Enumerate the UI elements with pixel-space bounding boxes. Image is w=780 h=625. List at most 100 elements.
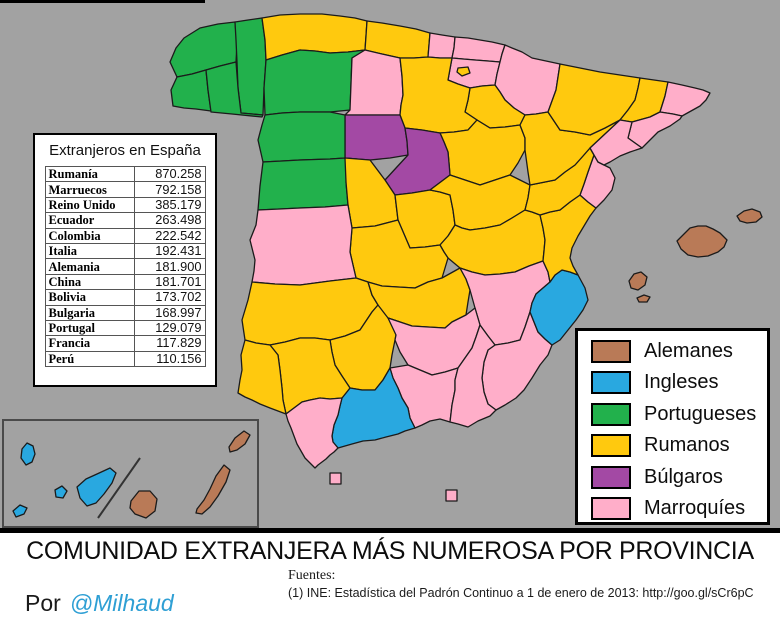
- foreigners-table-title: Extranjeros en España: [49, 142, 201, 159]
- table-row: Marruecos 792.158: [44, 181, 206, 198]
- value-cell: 222.542: [133, 227, 206, 244]
- table-row: Portugal 129.079: [44, 319, 206, 337]
- table-row: Bolivia 173.702: [44, 289, 206, 306]
- value-cell: 385.179: [133, 196, 206, 214]
- region-trevino: [456, 66, 471, 77]
- sources-block: Fuentes: (1) INE: Estadística del Padrón…: [288, 568, 754, 600]
- region-valladolid: [344, 114, 409, 161]
- region-caceres: [249, 204, 357, 286]
- table-row: Italia 192.431: [44, 242, 206, 260]
- region-ibiza: [628, 271, 648, 291]
- value-cell: 792.158: [133, 181, 206, 198]
- table-row: Perú 110.156: [44, 350, 206, 368]
- legend-swatch-marroquies: [591, 497, 631, 520]
- country-cell: Reino Unido: [44, 196, 135, 214]
- legend-swatch-ingleses: [591, 371, 631, 394]
- region-cadiz: [285, 397, 343, 469]
- credit-line: Por @Milhaud: [25, 590, 174, 617]
- region-fuerteventura: [195, 464, 231, 515]
- region-ourense: [205, 61, 264, 118]
- foreigners-table-box: Extranjeros en España Rumanía 870.258 Marr…: [33, 133, 217, 387]
- country-cell: Alemania: [44, 258, 135, 275]
- legend-item-portugueses: Portugueses: [591, 402, 767, 426]
- region-avila: [344, 157, 399, 229]
- legend-swatch-portugueses: [591, 402, 631, 426]
- region-mallorca: [676, 225, 728, 258]
- country-cell: China: [44, 273, 135, 291]
- country-cell: Portugal: [44, 319, 135, 337]
- region-ceuta: [329, 472, 342, 485]
- region-vizcaya: [427, 32, 456, 59]
- legend-item-ingleses: Ingleses: [591, 371, 767, 394]
- value-cell: 192.431: [133, 242, 206, 260]
- country-cell: Marruecos: [44, 181, 135, 198]
- legend-label: Rumanos: [644, 434, 730, 456]
- country-cell: Ecuador: [44, 212, 135, 229]
- table-row: Reino Unido 385.179: [44, 196, 206, 214]
- country-cell: Rumanía: [44, 165, 135, 183]
- region-huelva: [237, 339, 287, 415]
- country-cell: Perú: [44, 350, 135, 368]
- region-menorca: [736, 208, 763, 224]
- spain-map-svg: [2, 13, 763, 528]
- region-gran-canaria: [129, 490, 158, 519]
- region-lugo: [234, 17, 267, 116]
- table-row: Francia 117.829: [44, 335, 206, 352]
- credit-prefix: Por: [25, 590, 61, 616]
- table-row: Rumanía 870.258: [44, 165, 206, 183]
- region-el-hierro: [12, 504, 28, 518]
- region-zamora: [257, 111, 346, 163]
- region-la-gomera: [54, 485, 68, 499]
- value-cell: 181.900: [133, 258, 206, 275]
- region-almeria: [449, 324, 497, 428]
- legend-label: Ingleses: [644, 371, 719, 393]
- legend-label: Portugueses: [644, 402, 757, 425]
- country-cell: Francia: [44, 335, 135, 352]
- legend-item-alemanes: Alemanes: [591, 339, 767, 363]
- region-burgos: [399, 56, 478, 134]
- map-bottom-rule: [0, 528, 780, 533]
- country-cell: Bolivia: [44, 289, 135, 306]
- value-cell: 117.829: [133, 335, 206, 352]
- foreigners-table: Rumanía 870.258 Marruecos 792.158 Reino Unid…: [44, 165, 206, 368]
- legend-items: Alemanes Ingleses Portugueses Rumanos Búlgar…: [591, 339, 767, 520]
- table-row: Bulgaria 168.997: [44, 304, 206, 321]
- value-cell: 173.702: [133, 289, 206, 306]
- legend-swatch-bulgaros: [591, 465, 631, 489]
- legend-swatch-rumanos: [591, 434, 631, 457]
- map-top-border: [0, 0, 205, 3]
- region-pontevedra: [170, 69, 212, 112]
- legend-item-bulgaros: Búlgaros: [591, 465, 767, 489]
- legend-item-rumanos: Rumanos: [591, 434, 767, 457]
- value-cell: 263.498: [133, 212, 206, 229]
- page-title: COMUNIDAD EXTRANJERA MÁS NUMEROSA POR PR…: [26, 537, 754, 565]
- region-palencia: [344, 49, 404, 116]
- region-tenerife: [76, 467, 117, 507]
- table-row: Colombia 222.542: [44, 227, 206, 244]
- source-line-1: (1) INE: Estadística del Padrón Continuo…: [288, 586, 754, 600]
- region-melilla: [445, 489, 458, 502]
- legend-item-marroquies: Marroquíes: [591, 497, 767, 520]
- table-row: China 181.701: [44, 273, 206, 291]
- credit-handle: @Milhaud: [69, 590, 174, 616]
- value-cell: 129.079: [133, 319, 206, 337]
- country-cell: Colombia: [44, 227, 135, 244]
- value-cell: 870.258: [133, 165, 206, 183]
- value-cell: 168.997: [133, 304, 206, 321]
- canary-divider-line: [97, 457, 141, 519]
- region-girona: [659, 81, 711, 117]
- legend-label: Marroquíes: [644, 497, 746, 519]
- stats-table-body: Rumanía 870.258 Marruecos 792.158 Reino Unid…: [44, 165, 206, 368]
- region-la-palma: [20, 442, 36, 466]
- table-row: Alemania 181.900: [44, 258, 206, 275]
- value-cell: 181.701: [133, 273, 206, 291]
- region-salamanca: [257, 157, 358, 211]
- legend-label: Búlgaros: [644, 465, 723, 488]
- value-cell: 110.156: [133, 350, 206, 368]
- legend-swatch-alemanes: [591, 339, 631, 363]
- sources-label: Fuentes:: [288, 568, 336, 583]
- country-cell: Bulgaria: [44, 304, 135, 321]
- legend-label: Alemanes: [644, 339, 733, 362]
- region-formentera: [636, 294, 651, 303]
